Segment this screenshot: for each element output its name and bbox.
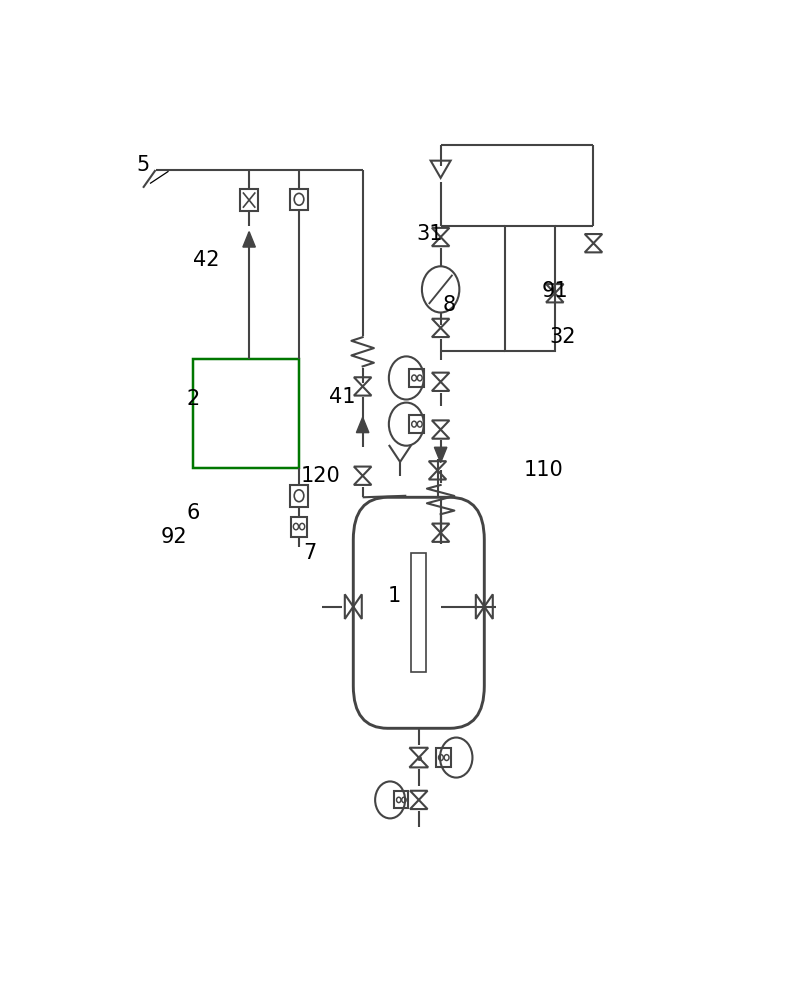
Bar (241, 189, 258, 211)
Text: 32: 32 (549, 327, 576, 347)
Bar (436, 748, 452, 767)
Bar (291, 189, 308, 210)
Bar (505, 226, 555, 351)
Text: 5: 5 (136, 155, 150, 175)
Text: 41: 41 (329, 387, 356, 407)
Bar (411, 553, 427, 672)
Text: 42: 42 (193, 250, 220, 270)
Polygon shape (435, 447, 447, 463)
Text: 110: 110 (524, 460, 564, 480)
Bar (291, 485, 308, 507)
Text: 120: 120 (300, 466, 340, 486)
Text: 92: 92 (161, 527, 188, 547)
Bar (410, 415, 424, 433)
Bar (410, 369, 424, 387)
Text: 1: 1 (387, 586, 400, 606)
Bar (291, 517, 308, 537)
Text: 31: 31 (416, 224, 443, 244)
Bar (193, 359, 299, 468)
Polygon shape (243, 232, 255, 247)
Polygon shape (357, 417, 369, 433)
Text: 2: 2 (186, 389, 200, 409)
Text: 7: 7 (303, 543, 316, 563)
Text: 91: 91 (542, 281, 568, 301)
Text: 8: 8 (442, 295, 456, 315)
Text: 6: 6 (186, 503, 200, 523)
Bar (394, 791, 408, 808)
